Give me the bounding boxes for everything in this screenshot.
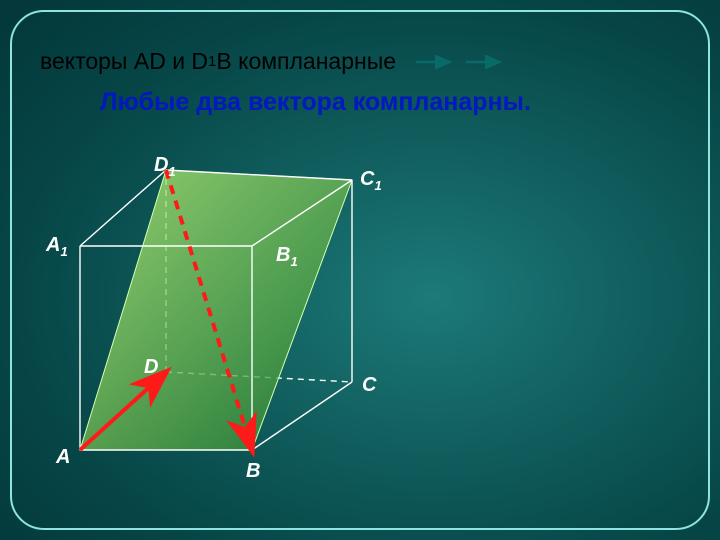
- vertex-label-B1: B1: [276, 244, 298, 269]
- subtitle-text: Любые два вектора компланарны.: [100, 88, 531, 116]
- title-text-part2: B компланарные: [216, 48, 396, 75]
- title-sub: 1: [208, 53, 216, 70]
- vertex-label-C1: C1: [360, 168, 382, 193]
- vertex-label-C: C: [362, 374, 376, 397]
- title-line-1: векторы AD и D1B компланарные: [40, 48, 508, 75]
- arrow-icon: [464, 48, 508, 75]
- title-line-2: Любые два вектора компланарны.: [100, 88, 531, 117]
- cube-diagram: [60, 150, 400, 480]
- vertex-label-A1: A1: [46, 234, 68, 259]
- arrow-icon: [414, 48, 458, 75]
- title-text-part1: векторы AD и D: [40, 48, 208, 75]
- vertex-label-B: B: [246, 460, 260, 483]
- vertex-label-A: A: [56, 446, 70, 469]
- vertex-label-D: D: [144, 356, 158, 379]
- vertex-label-D1: D1: [154, 154, 176, 179]
